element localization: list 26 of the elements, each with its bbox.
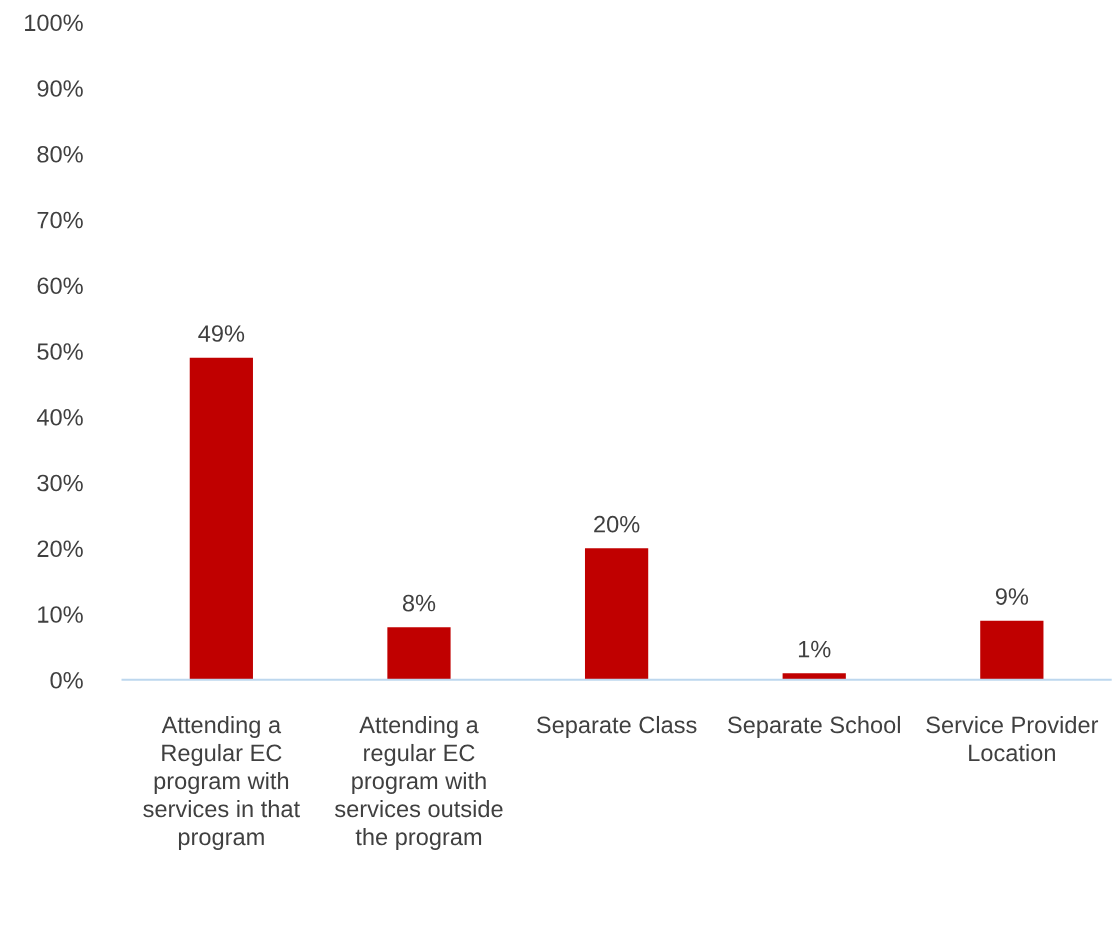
data-label: 8% <box>402 594 436 612</box>
bar <box>189 357 253 680</box>
y-tick-label: 40% <box>36 408 83 426</box>
bar <box>584 548 649 680</box>
data-label: 20% <box>594 515 640 533</box>
y-tick-label: 60% <box>37 277 83 295</box>
x-tick-label: Separate Class <box>536 715 697 738</box>
y-tick-label: 10% <box>38 606 83 623</box>
y-tick-label: 30% <box>37 474 83 492</box>
y-tick-label: 100% <box>25 14 83 32</box>
y-tick-label: 90% <box>37 80 83 97</box>
x-tick-label: Service Provider Location <box>926 715 1099 762</box>
data-label: 1% <box>798 640 831 658</box>
bar <box>782 673 846 680</box>
y-tick-label: 0% <box>50 671 83 689</box>
y-tick-label: 50% <box>37 343 83 360</box>
x-tick-label: Attending a regular EC program with services outside the program <box>334 715 503 850</box>
bar <box>387 627 451 680</box>
y-tick-label: 80% <box>37 145 83 163</box>
data-label: 49% <box>198 325 245 342</box>
bar <box>980 620 1044 680</box>
y-tick-label: 20% <box>37 540 83 558</box>
x-tick-label: Separate School <box>728 715 900 738</box>
x-tick-label: Attending a Regular EC program with services in that program <box>143 715 300 850</box>
y-tick-label: 70% <box>37 211 83 229</box>
data-label: 9% <box>995 588 1029 605</box>
